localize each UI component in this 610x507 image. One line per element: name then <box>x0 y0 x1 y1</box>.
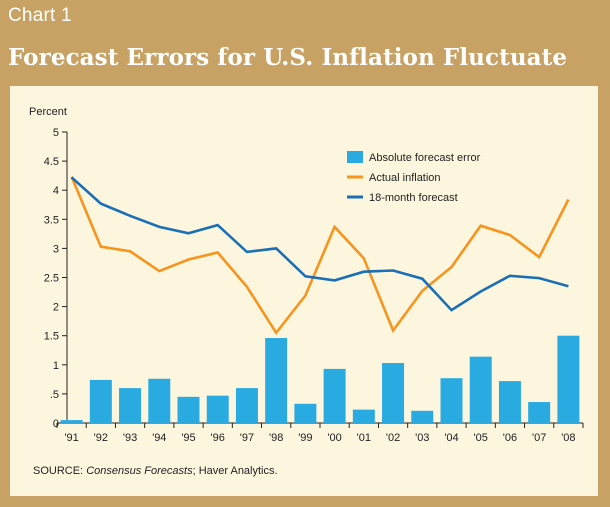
bar <box>411 410 434 423</box>
bar <box>557 335 580 423</box>
series-line <box>70 176 570 336</box>
bar <box>148 378 171 423</box>
bar <box>60 420 83 423</box>
y-tick-label: 1 <box>53 360 59 372</box>
bar <box>382 363 405 423</box>
legend-label: Absolute forecast error <box>369 152 481 164</box>
y-axis-label: Percent <box>29 106 67 118</box>
y-tick-label: 2.5 <box>44 273 59 285</box>
x-tick-label: '07 <box>532 432 546 444</box>
x-tick-label: '97 <box>240 432 254 444</box>
source-suffix: ; Haver Analytics. <box>192 465 278 477</box>
chart-number-label: Chart 1 <box>8 5 72 26</box>
legend-label: Actual inflation <box>369 172 441 184</box>
y-tick-label: 2 <box>53 302 59 314</box>
x-tick-label: '98 <box>269 432 283 444</box>
bar <box>177 396 200 423</box>
x-tick-label: '03 <box>415 432 429 444</box>
x-tick-label: '00 <box>327 432 341 444</box>
x-tick-label: '06 <box>503 432 517 444</box>
x-tick-label: '99 <box>298 432 312 444</box>
y-tick-label: 4.5 <box>44 156 59 168</box>
x-tick-label: '91 <box>64 432 78 444</box>
x-tick-label: '01 <box>357 432 371 444</box>
x-tick-label: '02 <box>386 432 400 444</box>
series-line <box>70 176 569 312</box>
x-tick-label: '05 <box>474 432 488 444</box>
bar <box>119 388 142 423</box>
y-tick-label: 3.5 <box>44 214 59 226</box>
chart-header: Chart 1 Forecast Errors for U.S. Inflati… <box>0 0 610 84</box>
bar <box>265 338 288 423</box>
chart-title: Forecast Errors for U.S. Inflation Fluct… <box>8 44 568 71</box>
bar <box>89 379 112 423</box>
y-tick-label: 3 <box>53 243 59 255</box>
y-tick-label: 0 <box>53 418 59 430</box>
x-tick-label: '95 <box>181 432 195 444</box>
y-tick-label: 4 <box>53 185 59 197</box>
legend-swatch-bar <box>347 151 363 163</box>
chart-panel <box>10 86 598 496</box>
source-note: SOURCE: Consensus Forecasts; Haver Analy… <box>33 465 278 477</box>
x-tick-label: '04 <box>444 432 458 444</box>
bar <box>206 395 229 423</box>
source-prefix: SOURCE: <box>33 465 87 477</box>
x-tick-label: '08 <box>561 432 575 444</box>
y-tick-label: .5 <box>50 389 59 401</box>
y-tick-label: 5 <box>53 127 59 139</box>
bar <box>528 402 551 423</box>
bar <box>323 368 346 423</box>
y-tick-label: 1.5 <box>44 331 59 343</box>
x-tick-label: '93 <box>123 432 137 444</box>
x-tick-label: '96 <box>211 432 225 444</box>
x-tick-label: '92 <box>94 432 108 444</box>
bar <box>352 409 375 423</box>
source-italic: Consensus Forecasts <box>86 465 193 477</box>
legend-label: 18-month forecast <box>369 192 458 204</box>
bar <box>469 356 492 423</box>
bar <box>440 378 463 423</box>
bar <box>235 388 258 423</box>
bar <box>294 403 317 423</box>
bar <box>498 381 521 423</box>
x-tick-label: '94 <box>152 432 166 444</box>
